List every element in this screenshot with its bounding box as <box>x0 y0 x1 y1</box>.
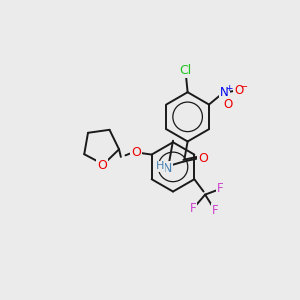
Text: F: F <box>212 203 218 217</box>
Text: +: + <box>225 84 233 93</box>
Text: F: F <box>217 182 224 195</box>
Text: O: O <box>198 152 208 165</box>
Text: O: O <box>234 84 244 97</box>
Text: H: H <box>156 161 164 171</box>
Text: O: O <box>224 98 233 111</box>
Text: N: N <box>220 86 229 99</box>
Text: O: O <box>97 160 107 172</box>
Text: −: − <box>240 82 248 92</box>
Text: O: O <box>131 146 141 159</box>
Text: Cl: Cl <box>179 64 191 77</box>
Text: F: F <box>190 202 196 215</box>
Text: N: N <box>163 162 172 175</box>
